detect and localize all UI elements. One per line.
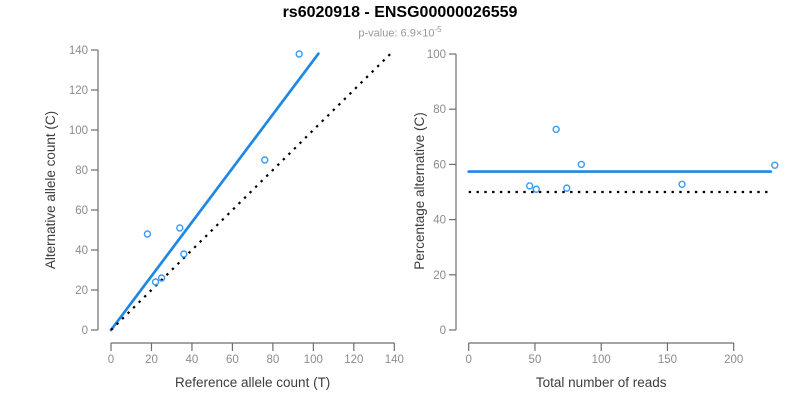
y-tick-label: 140 xyxy=(69,45,88,57)
x-tick-label: 0 xyxy=(108,354,114,366)
data-point xyxy=(678,180,686,188)
y-axis-title: Percentage alternative (C) xyxy=(412,112,427,270)
data-point xyxy=(143,230,152,238)
y-tick-label: 40 xyxy=(75,245,88,257)
figure-subtitle: p-value: 6.9×10-5 xyxy=(0,25,800,40)
x-tick-label: 40 xyxy=(186,354,199,366)
y-tick-label: 80 xyxy=(75,165,88,177)
data-point xyxy=(157,274,166,282)
x-tick-label: 60 xyxy=(226,354,239,366)
y-tick-label: 60 xyxy=(433,159,446,171)
x-tick-label: 150 xyxy=(658,354,677,366)
identity-line xyxy=(110,53,392,331)
y-tick-label: 120 xyxy=(69,85,88,97)
regression-line xyxy=(109,52,320,332)
data-point xyxy=(552,125,560,134)
data-point xyxy=(563,184,571,192)
data-point xyxy=(180,250,188,258)
data-point xyxy=(176,224,184,232)
y-tick-label: 40 xyxy=(433,215,446,227)
x-tick-label: 100 xyxy=(592,354,611,366)
p-value-exponent: -5 xyxy=(434,25,442,34)
data-point xyxy=(771,161,779,169)
data-point xyxy=(151,278,160,286)
x-tick-label: 100 xyxy=(304,354,323,366)
y-tick-label: 100 xyxy=(69,125,88,137)
figure-title: rs6020918 - ENSG00000026559 xyxy=(282,4,518,21)
x-tick-label: 20 xyxy=(145,354,158,366)
y-tick-label: 0 xyxy=(82,325,88,337)
data-point xyxy=(532,185,540,193)
x-axis-title: Reference allele count (T) xyxy=(175,375,330,390)
data-point xyxy=(577,160,586,169)
y-tick-label: 100 xyxy=(427,49,446,61)
y-tick-label: 0 xyxy=(440,325,446,337)
data-point xyxy=(261,156,269,164)
x-tick-label: 80 xyxy=(266,354,279,366)
x-tick-label: 140 xyxy=(385,354,404,366)
y-tick-label: 20 xyxy=(75,285,88,297)
x-tick-label: 200 xyxy=(724,354,743,366)
y-tick-label: 20 xyxy=(433,270,446,282)
y-tick-label: 60 xyxy=(75,205,88,217)
y-axis-title: Alternative allele count (C) xyxy=(43,111,58,269)
p-value-text: p-value: 6.9×10 xyxy=(358,27,435,40)
data-point xyxy=(525,182,534,190)
x-tick-label: 120 xyxy=(344,354,363,366)
data-point xyxy=(295,50,303,58)
y-tick-label: 80 xyxy=(433,104,446,116)
x-tick-label: 50 xyxy=(529,354,542,366)
x-axis-title: Total number of reads xyxy=(536,375,667,390)
x-tick-label: 0 xyxy=(465,354,471,366)
